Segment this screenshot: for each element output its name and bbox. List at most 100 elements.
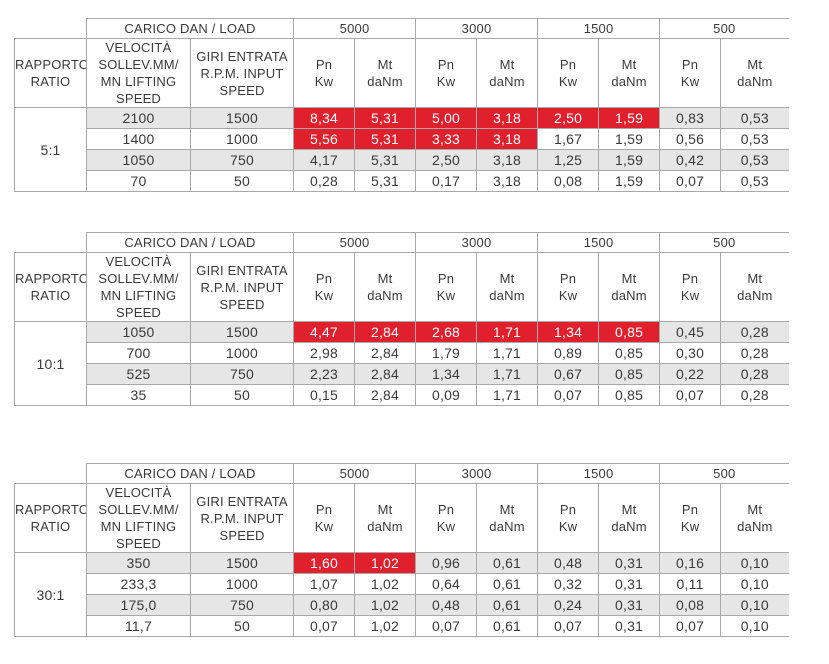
value-cell: 2,23 (293, 363, 356, 385)
value-cell: 0,61 (476, 615, 539, 637)
value-cell: 1,34 (537, 321, 600, 343)
load-value: 1500 (537, 232, 661, 253)
value-cell: 0,15 (293, 384, 356, 406)
kw-label: Kw (436, 288, 456, 303)
mt-label: Mt (747, 271, 763, 286)
rpm-cell: 750 (189, 149, 295, 171)
mt-danm-header: Mt daNm (476, 38, 539, 108)
value-cell: 0,11 (659, 573, 722, 595)
table-row: 5:1 2100 1500 8,34 5,31 5,00 3,18 2,50 1,59 0,83 0… (14, 107, 789, 192)
value-cell: 1,25 (537, 149, 600, 171)
value-cell: 0,24 (537, 594, 600, 616)
danm-label: daNm (611, 519, 647, 534)
ratio-table: CARICO DAN / LOAD 5000 3000 1500 500 RAPPORTO… (14, 18, 789, 192)
value-cell: 0,10 (720, 594, 789, 616)
pn-label: Pn (559, 271, 577, 286)
speed-cell: 70 (86, 170, 191, 192)
value-cell: 0,28 (720, 342, 789, 364)
value-cell: 3,18 (476, 170, 539, 192)
value-cell: 1,59 (598, 170, 661, 192)
value-cell: 2,50 (537, 107, 600, 129)
value-cell: 1,02 (354, 552, 417, 574)
pn-kw-header: Pn Kw (415, 483, 478, 553)
speed-cell: 350 (86, 552, 191, 574)
value-cell: 0,10 (720, 615, 789, 637)
pn-label: Pn (559, 502, 577, 517)
load-value: 500 (659, 18, 789, 39)
ratio-table: CARICO DAN / LOAD 5000 3000 1500 500 RAPPORTO… (14, 232, 789, 406)
value-cell: 0,28 (293, 170, 356, 192)
value-cell: 0,48 (415, 594, 478, 616)
kw-label: Kw (558, 519, 578, 534)
pn-kw-header: Pn Kw (659, 38, 722, 108)
mt-danm-header: Mt daNm (476, 252, 539, 322)
mt-danm-header: Mt daNm (720, 252, 789, 322)
pn-kw-header: Pn Kw (415, 38, 478, 108)
value-cell: 2,84 (354, 363, 417, 385)
rpm-cell: 1000 (189, 342, 295, 364)
ratio-value: 5:1 (14, 107, 87, 192)
mt-label: Mt (499, 57, 515, 72)
speed-header: VELOCITÀ SOLLEV.MM/ MN LIFTING SPEED (86, 483, 191, 553)
rpm-cell: 50 (189, 170, 295, 192)
rpm-header: GIRI ENTRATA R.P.M. INPUT SPEED (189, 38, 295, 108)
speed-header: VELOCITÀ SOLLEV.MM/ MN LIFTING SPEED (86, 38, 191, 108)
danm-label: daNm (367, 288, 403, 303)
mt-danm-header: Mt daNm (720, 483, 789, 553)
value-cell: 1,02 (354, 615, 417, 637)
ratio-header: RAPPORTO RATIO (14, 38, 87, 108)
table-row: 11,7 50 0,07 1,02 0,07 0,61 0,07 0,31 0,07 0,10 (15, 615, 789, 637)
ratio-value: 10:1 (14, 321, 87, 406)
table-row: 1400 1000 5,56 5,31 3,33 3,18 1,67 1,59 0,56 0,53 (15, 128, 789, 150)
load-header: CARICO DAN / LOAD (85, 18, 295, 39)
value-cell: 0,61 (476, 594, 539, 616)
table-row: 525 750 2,23 2,84 1,34 1,71 0,67 0,85 0,22 0,28 (15, 363, 789, 385)
rpm-cell: 750 (189, 363, 295, 385)
rpm-cell: 50 (189, 615, 295, 637)
load-value: 3000 (415, 232, 539, 253)
speed-header: VELOCITÀ SOLLEV.MM/ MN LIFTING SPEED (86, 252, 191, 322)
value-cell: 0,28 (720, 384, 789, 406)
value-cell: 1,02 (354, 594, 417, 616)
speed-cell: 11,7 (86, 615, 191, 637)
speed-cell: 35 (86, 384, 191, 406)
value-cell: 4,17 (293, 149, 356, 171)
mt-label: Mt (377, 271, 393, 286)
rpm-cell: 1000 (189, 128, 295, 150)
rpm-cell: 1500 (189, 552, 295, 574)
kw-label: Kw (314, 519, 334, 534)
value-cell: 0,22 (659, 363, 722, 385)
value-cell: 0,61 (476, 552, 539, 574)
danm-label: daNm (737, 74, 773, 89)
value-cell: 0,07 (293, 615, 356, 637)
rpm-cell: 1500 (189, 321, 295, 343)
value-cell: 0,07 (659, 384, 722, 406)
pn-kw-header: Pn Kw (293, 252, 356, 322)
table-row: 30:1 350 1500 1,60 1,02 0,96 0,61 0,48 0,31 0,16 0… (14, 552, 789, 637)
value-cell: 0,08 (659, 594, 722, 616)
value-cell: 1,79 (415, 342, 478, 364)
rpm-header: GIRI ENTRATA R.P.M. INPUT SPEED (189, 252, 295, 322)
table-row: 233,3 1000 1,07 1,02 0,64 0,61 0,32 0,31 0,11 0,1… (15, 573, 789, 595)
value-cell: 0,53 (720, 149, 789, 171)
pn-kw-header: Pn Kw (293, 483, 356, 553)
pn-label: Pn (681, 57, 699, 72)
value-cell: 8,34 (293, 107, 356, 129)
pn-kw-header: Pn Kw (415, 252, 478, 322)
pn-label: Pn (315, 502, 333, 517)
mt-label: Mt (747, 57, 763, 72)
pn-label: Pn (681, 502, 699, 517)
value-cell: 0,28 (720, 321, 789, 343)
pn-kw-header: Pn Kw (293, 38, 356, 108)
mt-label: Mt (499, 502, 515, 517)
value-cell: 0,64 (415, 573, 478, 595)
danm-label: daNm (367, 519, 403, 534)
danm-label: daNm (611, 74, 647, 89)
value-cell: 0,53 (720, 107, 789, 129)
value-cell: 0,07 (537, 615, 600, 637)
value-cell: 0,17 (415, 170, 478, 192)
load-value: 3000 (415, 18, 539, 39)
value-cell: 2,68 (415, 321, 478, 343)
value-cell: 0,16 (659, 552, 722, 574)
value-cell: 0,30 (659, 342, 722, 364)
